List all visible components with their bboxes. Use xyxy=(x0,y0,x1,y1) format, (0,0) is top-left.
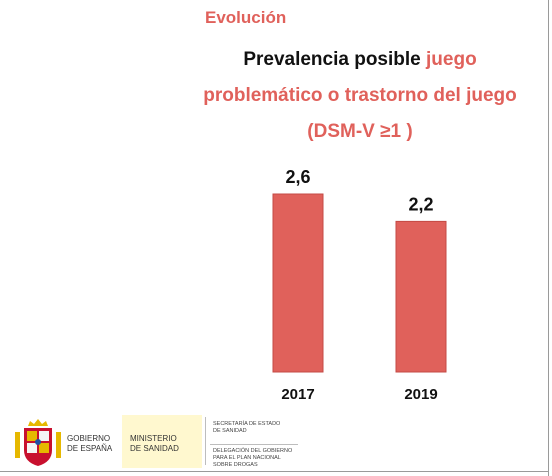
section-title: Evolución xyxy=(205,8,287,27)
secretariat-label: SECRETARÍA DE ESTADO DE SANIDAD xyxy=(213,421,281,434)
footer-rule xyxy=(210,444,298,445)
frame-border-bottom xyxy=(0,471,549,472)
ministry-label: MINISTERIO DE SANIDAD xyxy=(130,434,179,453)
government-label: GOBIERNO DE ESPAÑA xyxy=(67,434,113,453)
ministry-box: MINISTERIO DE SANIDAD xyxy=(122,415,202,468)
footer-divider xyxy=(205,417,206,465)
x-tick-label-2019: 2019 xyxy=(404,386,437,403)
delegation-label: DELEGACIÓN DEL GOBIERNO PARA EL PLAN NAC… xyxy=(213,448,293,468)
footer-logo-bar: GOBIERNO DE ESPAÑA MINISTERIO DE SANIDAD… xyxy=(0,412,548,471)
x-tick-label-2017: 2017 xyxy=(281,386,314,403)
chart-title-highlight: juego problemático o trastorno del juego xyxy=(203,49,517,106)
chart-title-part-1: Prevalencia posible xyxy=(243,49,427,70)
chart-title-part-3: (DSM-V ≥1 ) xyxy=(307,121,413,142)
bar-2019 xyxy=(395,220,447,373)
frame-border-right xyxy=(548,0,549,476)
bar-chart: 2,6 2017 2,2 2019 xyxy=(272,167,447,403)
chart-title: Prevalencia posible juego problemático o… xyxy=(200,42,520,150)
data-label-2019: 2,2 xyxy=(408,194,433,214)
bar-2017 xyxy=(272,193,324,373)
spanish-royal-crest-icon xyxy=(15,419,61,466)
data-label-2017: 2,6 xyxy=(285,167,310,187)
